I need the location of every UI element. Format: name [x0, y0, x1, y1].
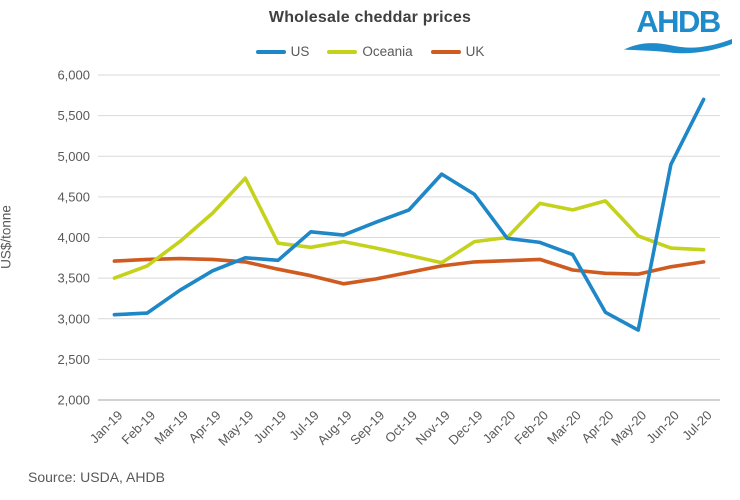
x-tick-label: Aug-19 — [314, 408, 354, 448]
y-tick-label: 3,000 — [57, 311, 90, 326]
uk-series-line — [112, 256, 706, 286]
x-tick-label: Sep-19 — [347, 408, 387, 448]
legend-label-uk: UK — [465, 44, 485, 59]
x-tick-label: Jun-19 — [250, 408, 289, 447]
source-note: Source: USDA, AHDB — [28, 469, 165, 485]
us-series-line — [112, 97, 706, 332]
y-tick-label: 6,000 — [57, 68, 90, 83]
uk-line-swatch — [430, 49, 461, 54]
y-tick-label: 4,500 — [57, 189, 90, 204]
x-tick-label: Feb-20 — [511, 408, 551, 448]
chart-legend: US Oceania UK — [0, 44, 740, 59]
x-tick-label: Mar-20 — [544, 408, 584, 448]
ahdb-logo: AHDB — [624, 6, 732, 55]
legend-label-us: US — [290, 44, 310, 59]
x-tick-label: Jul-20 — [679, 408, 715, 444]
legend-item-oceania: Oceania — [327, 44, 413, 59]
x-tick-label: Mar-19 — [151, 408, 191, 448]
us-line-swatch — [255, 49, 286, 54]
x-tick-label: Nov-19 — [413, 408, 453, 448]
x-tick-label: May-20 — [608, 408, 649, 449]
y-tick-label: 2,000 — [57, 393, 90, 408]
legend-item-us: US — [255, 44, 310, 59]
x-tick-label: Dec-19 — [445, 408, 485, 448]
x-tick-label: Jan-20 — [480, 408, 519, 447]
chart-title: Wholesale cheddar prices — [268, 9, 472, 26]
x-tick-label: Jan-19 — [87, 408, 126, 447]
x-tick-label: May-19 — [215, 408, 256, 449]
ahdb-logo-wave-icon — [624, 39, 732, 54]
y-tick-label: 3,500 — [57, 271, 90, 286]
y-tick-label: 5,500 — [57, 108, 90, 123]
ahdb-logo-text: AHDB — [636, 4, 721, 39]
oceania-series-line — [112, 176, 706, 280]
legend-label-oceania: Oceania — [362, 44, 413, 59]
y-tick-label: 2,500 — [57, 352, 90, 367]
legend-item-uk: UK — [430, 44, 485, 59]
oceania-line-swatch — [327, 49, 358, 54]
y-tick-label: 5,000 — [57, 149, 90, 164]
x-tick-label: Feb-19 — [118, 408, 158, 448]
x-tick-label: Jun-20 — [643, 408, 682, 447]
y-tick-label: 4,000 — [57, 230, 90, 245]
